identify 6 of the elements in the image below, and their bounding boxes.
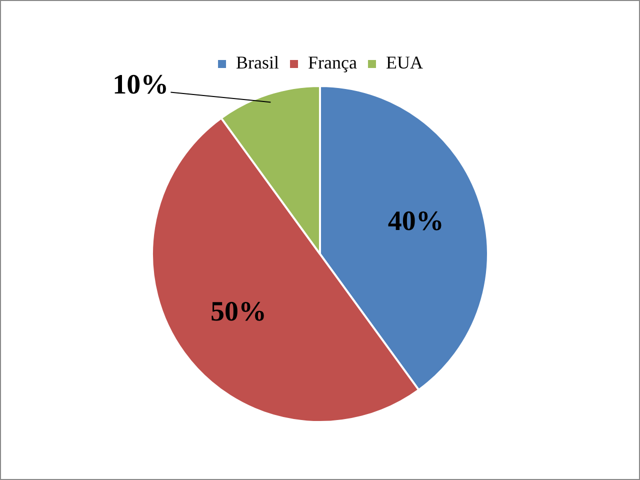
data-label: 50% bbox=[210, 296, 266, 328]
data-label: 10% bbox=[112, 69, 169, 100]
legend-label: EUA bbox=[386, 52, 423, 73]
legend-label: Brasil bbox=[236, 52, 280, 73]
data-label: 40% bbox=[388, 206, 444, 238]
legend-label: França bbox=[308, 52, 357, 73]
